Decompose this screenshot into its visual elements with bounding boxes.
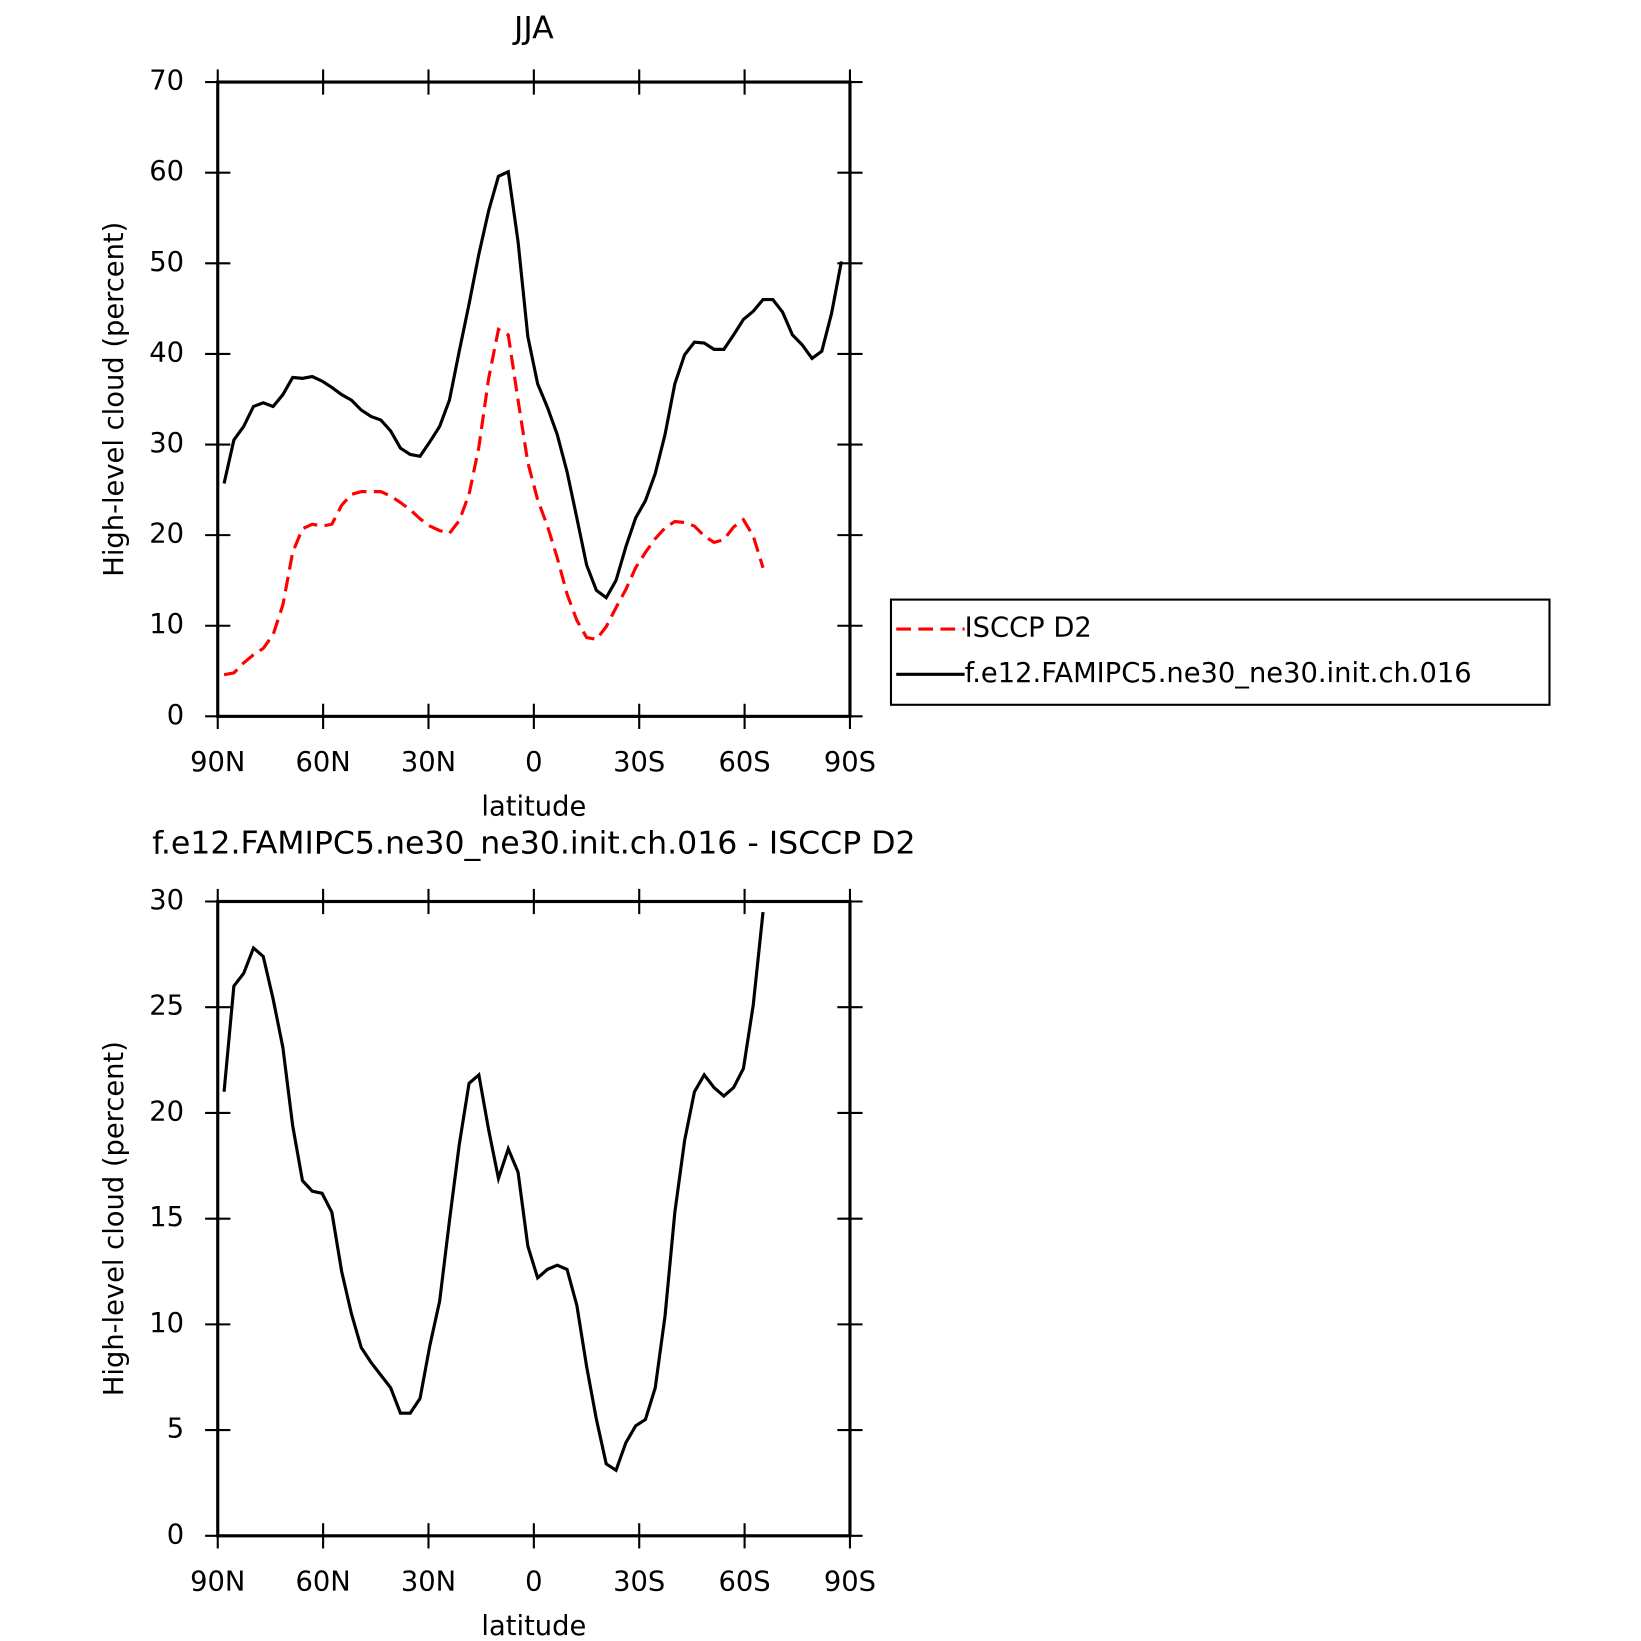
- x-tick-label: 30N: [401, 1567, 456, 1598]
- x-tick-label: 90N: [190, 747, 245, 778]
- x-tick-label: 60N: [296, 1567, 351, 1598]
- y-axis-label: High-level cloud (percent): [99, 222, 130, 577]
- x-tick-label: 60S: [719, 1567, 771, 1598]
- x-tick-label: 0: [525, 747, 542, 778]
- y-tick-label: 10: [149, 1308, 184, 1339]
- legend-label: ISCCP D2: [965, 613, 1092, 644]
- chart-title: JJA: [512, 10, 554, 46]
- plot-frame: [216, 80, 852, 718]
- x-tick-label: 30S: [613, 747, 665, 778]
- x-tick-label: 30N: [401, 747, 456, 778]
- y-tick-label: 50: [149, 247, 184, 278]
- x-axis-label: latitude: [481, 1611, 586, 1641]
- y-tick-label: 60: [149, 156, 184, 187]
- y-tick-label: 25: [149, 991, 184, 1022]
- legend-box: [889, 598, 1551, 706]
- legend-label: f.e12.FAMIPC5.ne30_ne30.init.ch.016: [965, 658, 1472, 689]
- data-line: [222, 911, 765, 1473]
- y-tick-label: 30: [149, 885, 184, 916]
- y-tick-label: 40: [149, 337, 184, 368]
- y-tick-label: 0: [167, 700, 184, 731]
- data-line: [223, 327, 765, 677]
- x-tick-label: 0: [525, 1567, 542, 1598]
- chart-title: f.e12.FAMIPC5.ne30_ne30.init.ch.016 - IS…: [152, 826, 916, 862]
- y-tick-label: 5: [167, 1414, 184, 1445]
- x-tick-label: 30S: [613, 1567, 665, 1598]
- x-tick-label: 60S: [719, 747, 771, 778]
- y-tick-label: 0: [167, 1519, 184, 1550]
- y-tick-label: 70: [149, 66, 184, 97]
- y-tick-label: 30: [149, 428, 184, 459]
- x-tick-label: 60N: [296, 747, 351, 778]
- y-axis-label: High-level cloud (percent): [99, 1041, 130, 1396]
- y-tick-label: 20: [149, 1096, 184, 1127]
- x-tick-label: 90N: [190, 1567, 245, 1598]
- x-tick-label: 90S: [824, 747, 876, 778]
- x-tick-label: 90S: [824, 1567, 876, 1598]
- plot-frame: [216, 899, 852, 1538]
- y-tick-label: 20: [149, 519, 184, 550]
- y-tick-label: 15: [149, 1202, 184, 1233]
- data-line: [222, 169, 843, 600]
- x-axis-label: latitude: [481, 791, 586, 822]
- y-tick-label: 10: [149, 609, 184, 640]
